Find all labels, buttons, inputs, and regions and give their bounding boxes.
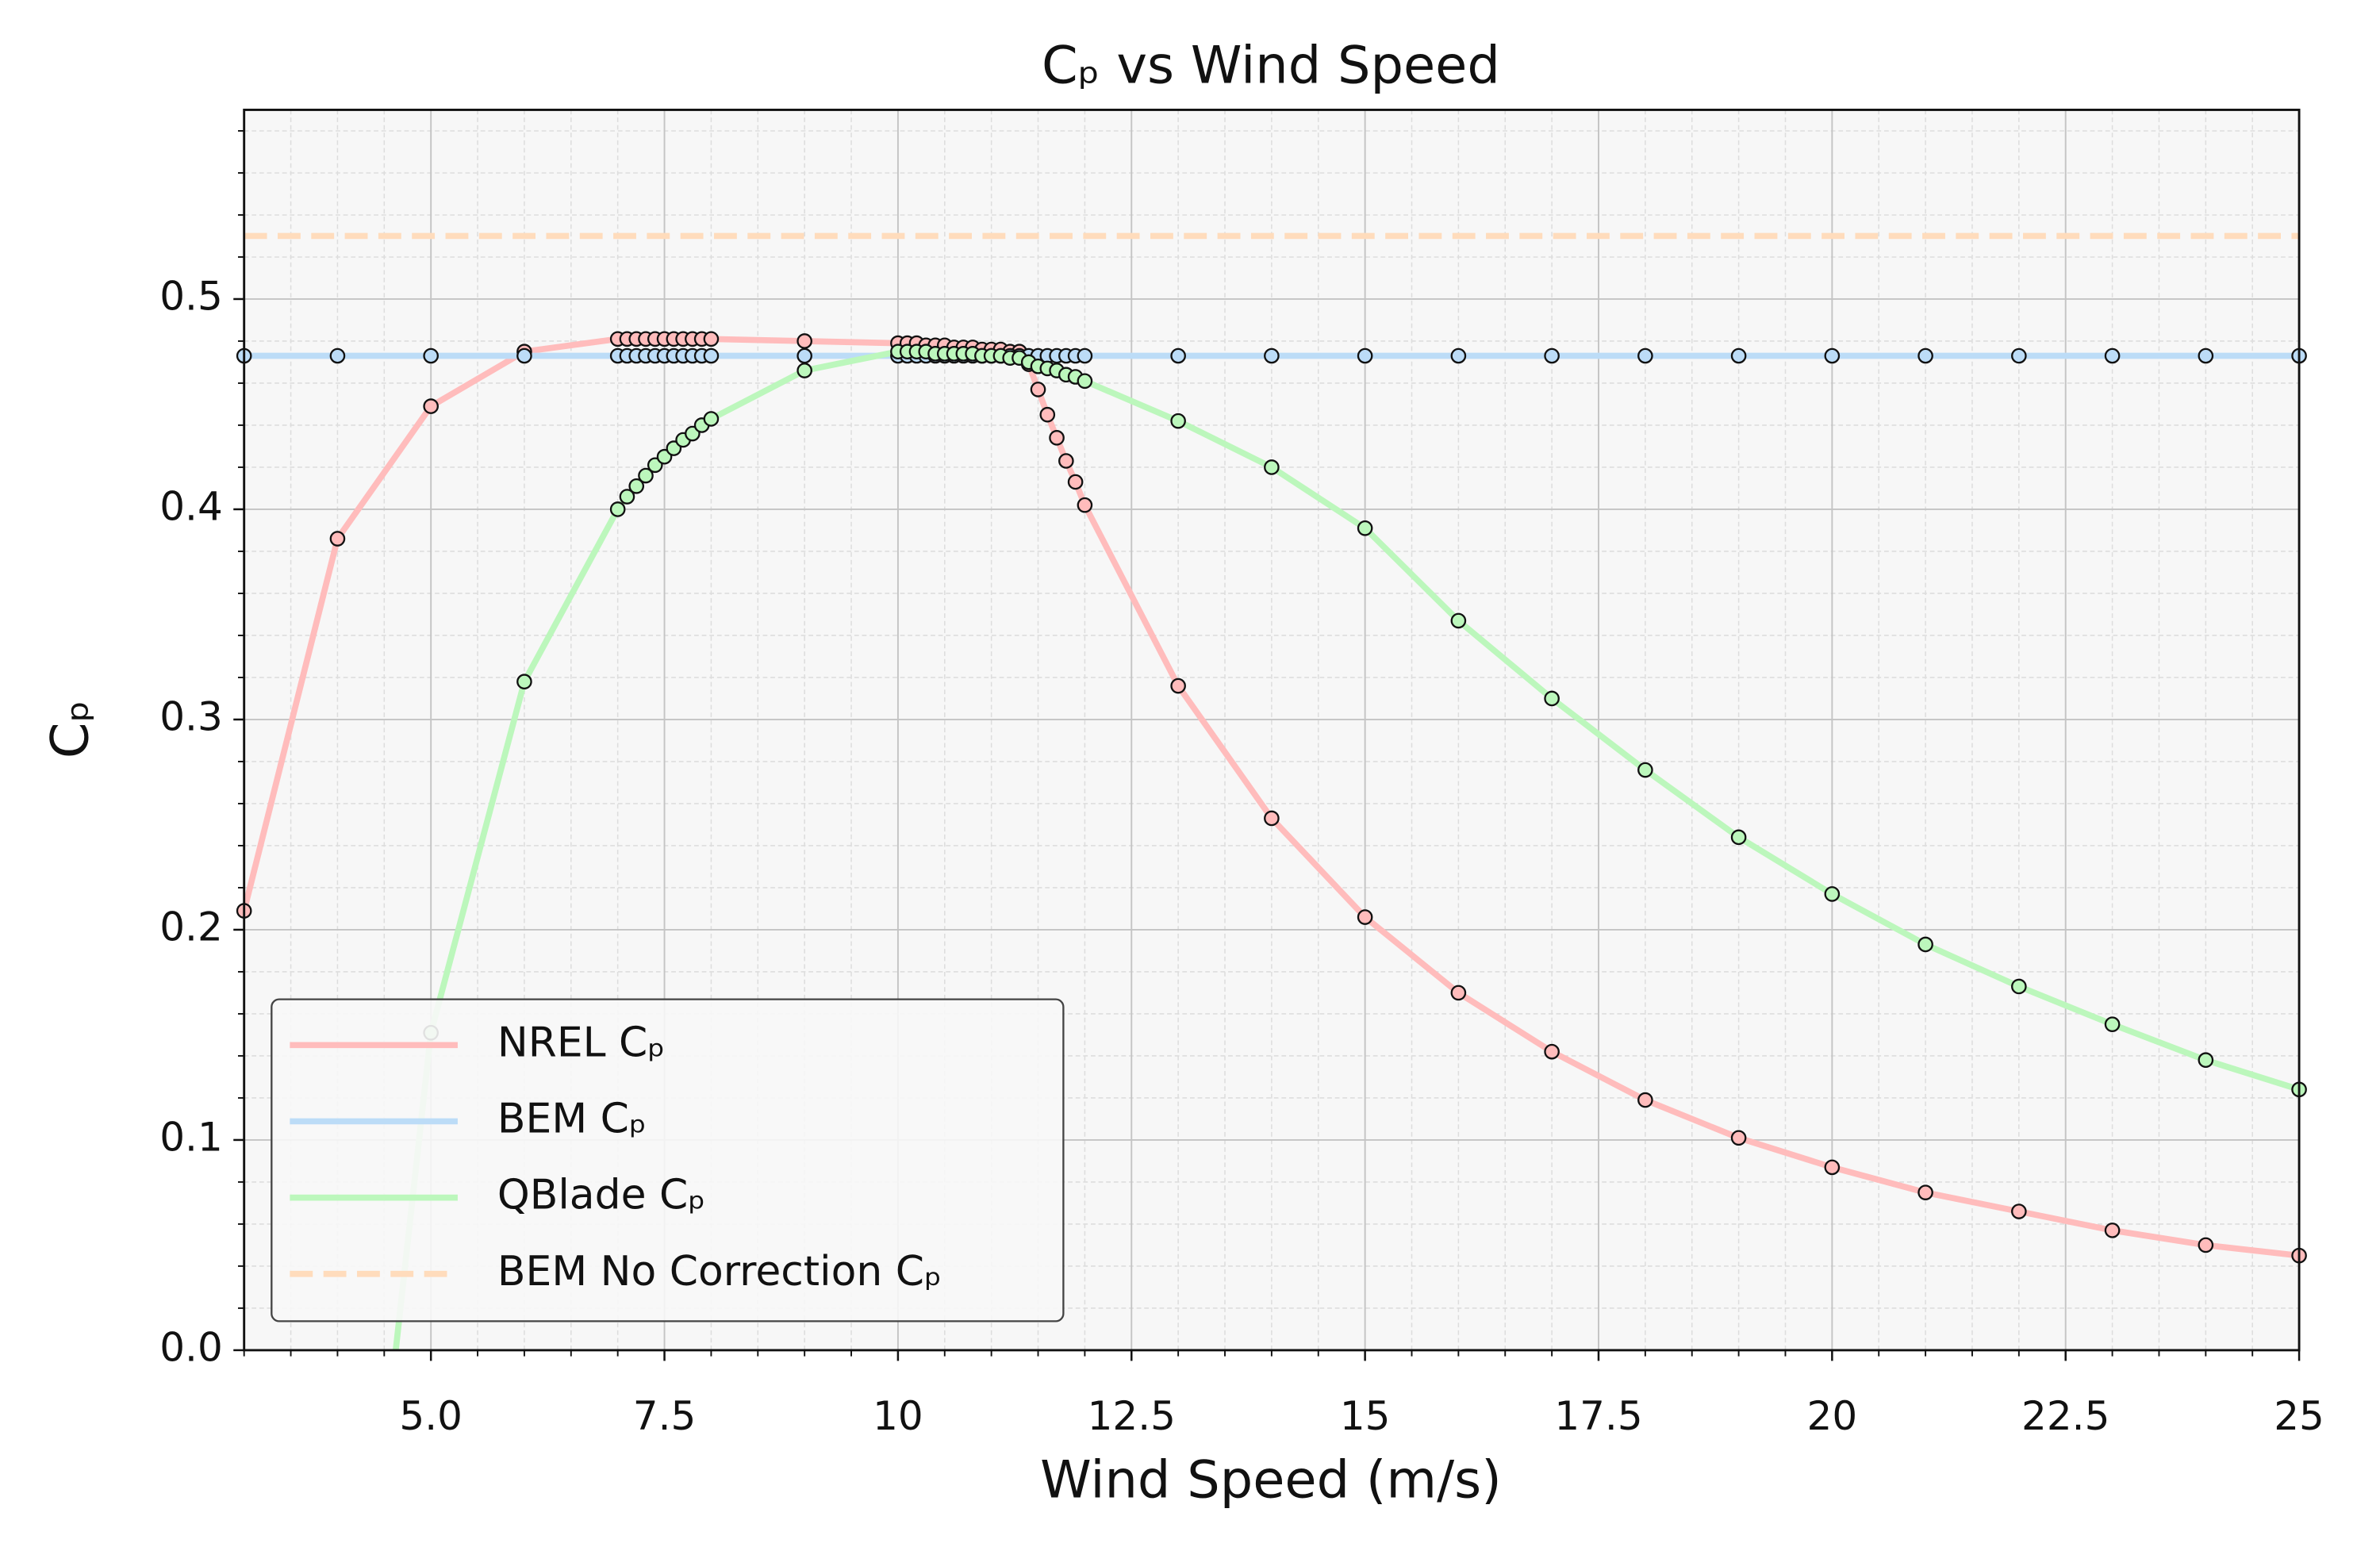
x-tick-label: 12.5 [1088, 1393, 1176, 1439]
data-point [2104, 1016, 2121, 1032]
data-point [2104, 347, 2121, 364]
markers [236, 331, 2307, 1264]
legend-label: BEM No Correction Cₚ [497, 1248, 942, 1296]
data-point [1730, 829, 1747, 846]
data-point [329, 347, 346, 364]
y-tick-label: 0.0 [159, 1324, 223, 1370]
data-point [1730, 347, 1747, 364]
data-point [703, 347, 720, 364]
x-tick-label: 5.0 [399, 1393, 463, 1439]
data-point [1077, 347, 1093, 364]
data-point [797, 363, 812, 378]
data-point [423, 398, 439, 414]
x-tick-label: 20 [1807, 1393, 1858, 1439]
data-point [1170, 413, 1186, 429]
grid [243, 109, 2301, 1351]
data-point [619, 489, 635, 505]
data-point [1450, 985, 1467, 1001]
data-point [1450, 347, 1467, 364]
x-axis-label: Wind Speed (m/s) [1040, 1449, 1502, 1510]
data-point [1264, 459, 1280, 475]
data-point [628, 478, 645, 494]
data-point [516, 347, 532, 364]
data-point [1170, 678, 1186, 694]
data-point [1544, 347, 1560, 364]
data-point [1357, 909, 1373, 925]
data-point [1049, 430, 1065, 446]
data-point [609, 501, 626, 517]
data-point [516, 674, 532, 690]
data-point [2011, 347, 2027, 364]
data-point [703, 411, 720, 427]
data-point [1357, 520, 1373, 536]
y-axis-label: Cₚ [40, 700, 100, 758]
legend: NREL Cₚ BEM Cₚ QBlade Cₚ BEM No Correction … [271, 998, 1065, 1322]
y-tick-label: 0.2 [159, 904, 223, 950]
data-point [2198, 347, 2214, 364]
data-point [2104, 1223, 2121, 1238]
chart-title: Cₚ vs Wind Speed [1042, 36, 1500, 96]
data-point [1637, 1092, 1653, 1108]
data-point [1170, 347, 1186, 364]
data-point [2198, 1237, 2214, 1253]
data-point [1730, 1130, 1747, 1146]
data-point [1917, 347, 1933, 364]
data-point [797, 333, 812, 349]
data-point [1450, 612, 1467, 629]
x-tick-label: 25 [2274, 1393, 2324, 1439]
data-point [1917, 936, 1933, 953]
data-point [797, 347, 812, 364]
data-point [1637, 762, 1653, 778]
data-point [329, 531, 346, 547]
data-point [1824, 886, 1841, 902]
data-point [1058, 453, 1074, 469]
data-point [1077, 373, 1093, 390]
data-point [2198, 1052, 2214, 1069]
data-point [1917, 1184, 1933, 1200]
x-tick-label: 7.5 [633, 1393, 697, 1439]
data-point [1544, 690, 1560, 707]
data-point [1067, 474, 1084, 490]
data-point [1637, 347, 1653, 364]
data-point [423, 347, 439, 364]
y-tick-label: 0.4 [159, 483, 223, 529]
y-tick-label: 0.5 [159, 273, 223, 319]
data-point [1264, 347, 1280, 364]
data-point [1544, 1043, 1560, 1060]
y-tick-label: 0.3 [159, 693, 223, 739]
data-point [703, 331, 720, 347]
axes: 5.0 7.5 10 12.5 15 17.5 20 22.5 25 0.0 0.1 0.2 0.3 0.… [159, 129, 2324, 1439]
data-point [1824, 1159, 1841, 1176]
data-point [1264, 810, 1280, 827]
legend-box [271, 998, 1065, 1322]
x-tick-label: 15 [1340, 1393, 1391, 1439]
legend-label: QBlade Cₚ [497, 1172, 706, 1219]
y-tick-label: 0.1 [159, 1114, 223, 1160]
data-point [2011, 978, 2027, 995]
x-tick-label: 22.5 [2021, 1393, 2109, 1439]
data-point [1077, 497, 1093, 513]
data-point [1824, 347, 1841, 364]
x-tick-label: 17.5 [1554, 1393, 1642, 1439]
x-tick-label: 10 [873, 1393, 923, 1439]
data-point [638, 467, 654, 484]
data-point [1357, 347, 1373, 364]
data-point [2011, 1203, 2027, 1219]
data-point [1030, 382, 1046, 397]
data-point [1039, 406, 1056, 423]
legend-label: NREL Cₚ [497, 1019, 666, 1066]
legend-label: BEM Cₚ [497, 1095, 647, 1142]
